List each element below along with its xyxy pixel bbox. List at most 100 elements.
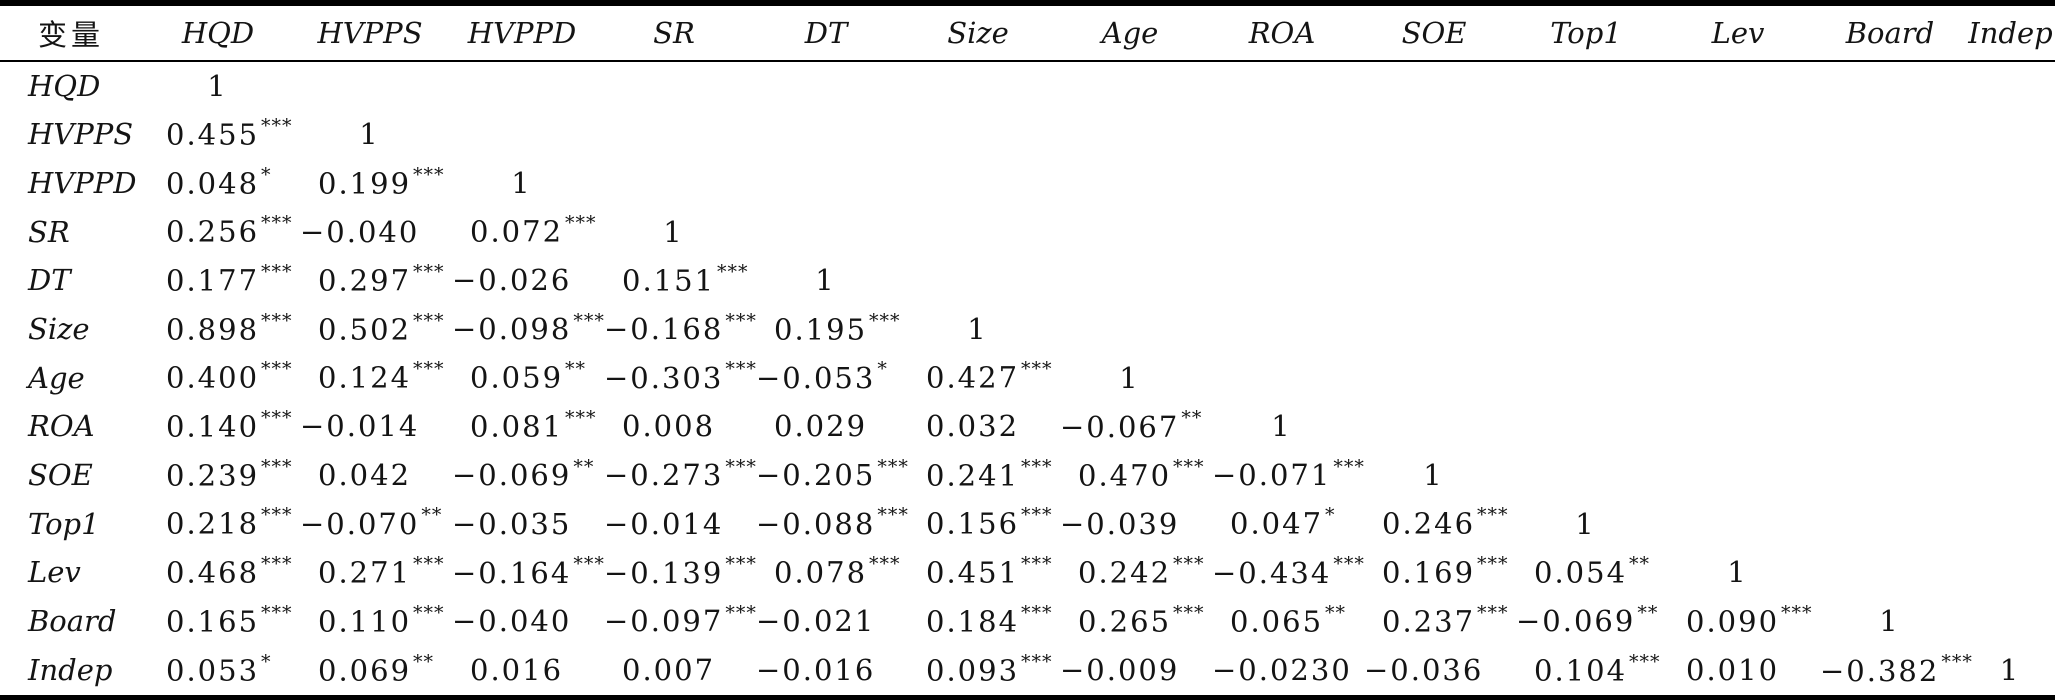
table-row: Board 0.165 *** 0.110 *** −0.040 −0.097 *** −0.0…	[0, 597, 2055, 646]
column-header: HVPPD	[467, 16, 577, 50]
significance-stars: ***	[1021, 358, 1053, 381]
empty-cell	[1662, 305, 1814, 354]
correlation-value: 1	[359, 117, 380, 152]
correlation-cell: 0.124 ***	[294, 353, 446, 402]
table-body: HQD 1 HVPPS 0.455 *** 1 HVPPD 0.048 * 0.199 *** 1 SR…	[0, 61, 2055, 698]
correlation-value: 1	[207, 69, 228, 104]
empty-cell	[1814, 451, 1966, 500]
correlation-value: 0.059	[470, 361, 564, 396]
correlation-cell: 0.241 ***	[902, 451, 1054, 500]
correlation-value: −0.026	[452, 263, 572, 298]
significance-stars: ***	[725, 601, 757, 624]
correlation-value: 1	[1727, 555, 1748, 590]
correlation-cell: 0.007	[598, 645, 750, 697]
empty-cell	[1510, 256, 1662, 305]
significance-stars: **	[421, 504, 443, 527]
correlation-value: 0.047	[1230, 507, 1324, 542]
correlation-cell: 0.218 ***	[142, 499, 294, 548]
correlation-value: 1	[663, 214, 684, 249]
correlation-cell: 0.090 ***	[1662, 597, 1814, 646]
empty-cell	[1358, 110, 1510, 159]
correlation-value: 0.010	[1686, 653, 1780, 688]
significance-stars: ***	[1333, 553, 1365, 576]
empty-cell	[1510, 110, 1662, 159]
significance-stars: **	[1637, 601, 1659, 624]
correlation-cell: −0.040	[446, 597, 598, 646]
significance-stars: ***	[869, 309, 901, 332]
correlation-value: 0.090	[1686, 604, 1780, 639]
column-header: DT	[804, 16, 848, 50]
empty-cell	[1206, 353, 1358, 402]
correlation-value: 0.032	[926, 409, 1020, 444]
correlation-cell: 0.081 ***	[446, 402, 598, 451]
correlation-cell: 0.265 ***	[1054, 597, 1206, 646]
significance-stars: *	[261, 163, 272, 186]
table-row: HVPPS 0.455 *** 1	[0, 110, 2055, 159]
correlation-cell: −0.014	[294, 402, 446, 451]
correlation-value: 0.042	[318, 458, 412, 493]
correlation-value: 0.427	[926, 361, 1020, 396]
correlation-cell: 0.029	[750, 402, 902, 451]
column-header: Top1	[1550, 16, 1622, 50]
correlation-value: 0.078	[774, 555, 868, 590]
correlation-value: −0.088	[756, 507, 876, 542]
empty-cell	[1662, 256, 1814, 305]
correlation-value: 0.265	[1078, 604, 1172, 639]
empty-cell	[1662, 159, 1814, 208]
correlation-value: 0.246	[1382, 507, 1476, 542]
significance-stars: ***	[413, 601, 445, 624]
correlation-value: 0.184	[926, 604, 1020, 639]
correlation-value: 0.156	[926, 507, 1020, 542]
table-row: DT 0.177 *** 0.297 *** −0.026 0.151 *** 1	[0, 256, 2055, 305]
empty-cell	[1966, 548, 2055, 597]
significance-stars: ***	[261, 115, 293, 138]
column-header: Age	[1101, 16, 1159, 50]
correlation-cell: −0.303 ***	[598, 353, 756, 402]
correlation-cell: 0.427 ***	[902, 353, 1054, 402]
correlation-cell: 0.271 ***	[294, 548, 446, 597]
significance-stars: ***	[413, 309, 445, 332]
row-variable-label: Size	[28, 312, 90, 347]
correlation-value: 1	[1119, 360, 1140, 395]
empty-cell	[1814, 256, 1966, 305]
correlation-value: −0.040	[300, 214, 420, 249]
correlation-cell: −0.205 ***	[750, 451, 908, 500]
column-header: Size	[947, 16, 1009, 50]
empty-cell	[750, 61, 902, 110]
correlation-cell: −0.009	[1054, 645, 1206, 697]
correlation-value: 0.054	[1534, 555, 1628, 590]
correlation-value: 0.069	[318, 653, 412, 688]
empty-cell	[1206, 207, 1358, 256]
empty-cell	[1510, 402, 1662, 451]
significance-stars: ***	[1629, 650, 1661, 673]
correlation-cell: 0.016	[446, 645, 598, 697]
correlation-value: −0.040	[452, 604, 572, 639]
correlation-value: 1	[1423, 458, 1444, 493]
correlation-cell: 0.010	[1662, 645, 1814, 697]
correlation-value: 0.151	[622, 263, 716, 298]
row-variable-label: Board	[28, 604, 117, 639]
correlation-cell: 0.151 ***	[598, 256, 750, 305]
significance-stars: ***	[1941, 650, 1973, 673]
correlation-cell: 1	[1662, 548, 1814, 597]
significance-stars: ***	[725, 553, 757, 576]
correlation-cell: −0.139 ***	[598, 548, 756, 597]
correlation-cell: 0.451 ***	[902, 548, 1054, 597]
correlation-cell: −0.070 **	[294, 499, 446, 548]
correlation-cell: 0.239 ***	[142, 451, 294, 500]
correlation-cell: −0.021	[750, 597, 902, 646]
correlation-cell: 0.177 ***	[142, 256, 294, 305]
row-variable-label: DT	[28, 263, 71, 298]
correlation-cell: 0.195 ***	[750, 305, 902, 354]
correlation-value: 1	[511, 166, 532, 201]
empty-cell	[1814, 353, 1966, 402]
correlation-value: 1	[1879, 604, 1900, 639]
significance-stars: *	[261, 650, 272, 673]
empty-cell	[1054, 159, 1206, 208]
correlation-value: 0.140	[166, 409, 260, 444]
correlation-cell: 1	[1206, 402, 1358, 451]
correlation-cell: −0.035	[446, 499, 598, 548]
significance-stars: ***	[413, 553, 445, 576]
correlation-value: 0.239	[166, 458, 260, 493]
correlation-value: 0.455	[166, 117, 260, 152]
